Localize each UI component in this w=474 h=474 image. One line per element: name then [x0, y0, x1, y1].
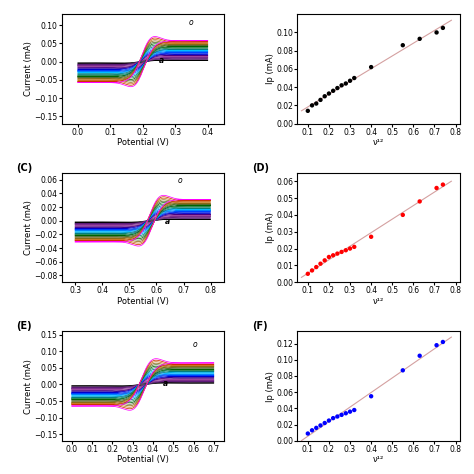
Point [342, 410, 350, 417]
Y-axis label: Ip (mA): Ip (mA) [266, 54, 275, 84]
Point [346, 245, 354, 252]
Point [317, 260, 324, 267]
Point [325, 90, 333, 97]
Text: (C): (C) [16, 163, 32, 173]
Text: (D): (D) [252, 163, 269, 173]
Point [399, 366, 407, 374]
Y-axis label: Current (mA): Current (mA) [24, 359, 33, 414]
Point [321, 256, 328, 264]
Point [350, 243, 358, 251]
X-axis label: ν¹²: ν¹² [373, 138, 384, 147]
Point [367, 64, 375, 71]
Point [304, 107, 311, 115]
Point [433, 341, 440, 349]
Point [342, 80, 350, 87]
Point [334, 84, 341, 92]
Point [439, 338, 447, 346]
Point [399, 211, 407, 219]
Point [416, 198, 423, 205]
Text: (E): (E) [16, 321, 32, 331]
Point [342, 246, 350, 254]
Point [325, 417, 333, 424]
Point [338, 411, 346, 419]
Point [329, 414, 337, 422]
Point [350, 74, 358, 82]
Point [308, 101, 316, 109]
Text: (F): (F) [252, 321, 267, 331]
Y-axis label: Ip (mA): Ip (mA) [266, 371, 275, 401]
Point [304, 430, 311, 438]
Point [346, 77, 354, 84]
Point [367, 233, 375, 241]
X-axis label: ν¹²: ν¹² [373, 297, 384, 306]
Point [433, 184, 440, 192]
Point [321, 92, 328, 100]
Point [312, 424, 320, 432]
Text: a: a [164, 217, 170, 226]
Text: a: a [163, 379, 168, 388]
Point [367, 392, 375, 400]
Y-axis label: Current (mA): Current (mA) [24, 200, 33, 255]
Point [308, 267, 316, 274]
Point [325, 253, 333, 261]
Text: o: o [188, 18, 193, 27]
Point [329, 87, 337, 95]
Point [334, 413, 341, 420]
Point [416, 35, 423, 43]
Point [433, 28, 440, 36]
Point [334, 250, 341, 257]
Y-axis label: Ip (mA): Ip (mA) [266, 212, 275, 243]
Point [329, 252, 337, 259]
Text: o: o [178, 176, 182, 185]
Point [399, 41, 407, 49]
Point [317, 422, 324, 429]
Text: a: a [159, 56, 164, 65]
Point [317, 96, 324, 104]
Point [321, 419, 328, 427]
Point [312, 100, 320, 107]
Point [416, 352, 423, 360]
Point [338, 248, 346, 255]
X-axis label: ν¹²: ν¹² [373, 456, 384, 465]
Y-axis label: Current (mA): Current (mA) [24, 41, 33, 96]
X-axis label: Potential (V): Potential (V) [117, 138, 169, 147]
Point [308, 427, 316, 434]
X-axis label: Potential (V): Potential (V) [117, 456, 169, 465]
Point [304, 270, 311, 278]
Point [439, 181, 447, 188]
Point [312, 263, 320, 271]
X-axis label: Potential (V): Potential (V) [117, 297, 169, 306]
Point [350, 406, 358, 414]
Point [338, 82, 346, 89]
Text: o: o [192, 339, 197, 348]
Point [346, 408, 354, 415]
Point [439, 24, 447, 32]
